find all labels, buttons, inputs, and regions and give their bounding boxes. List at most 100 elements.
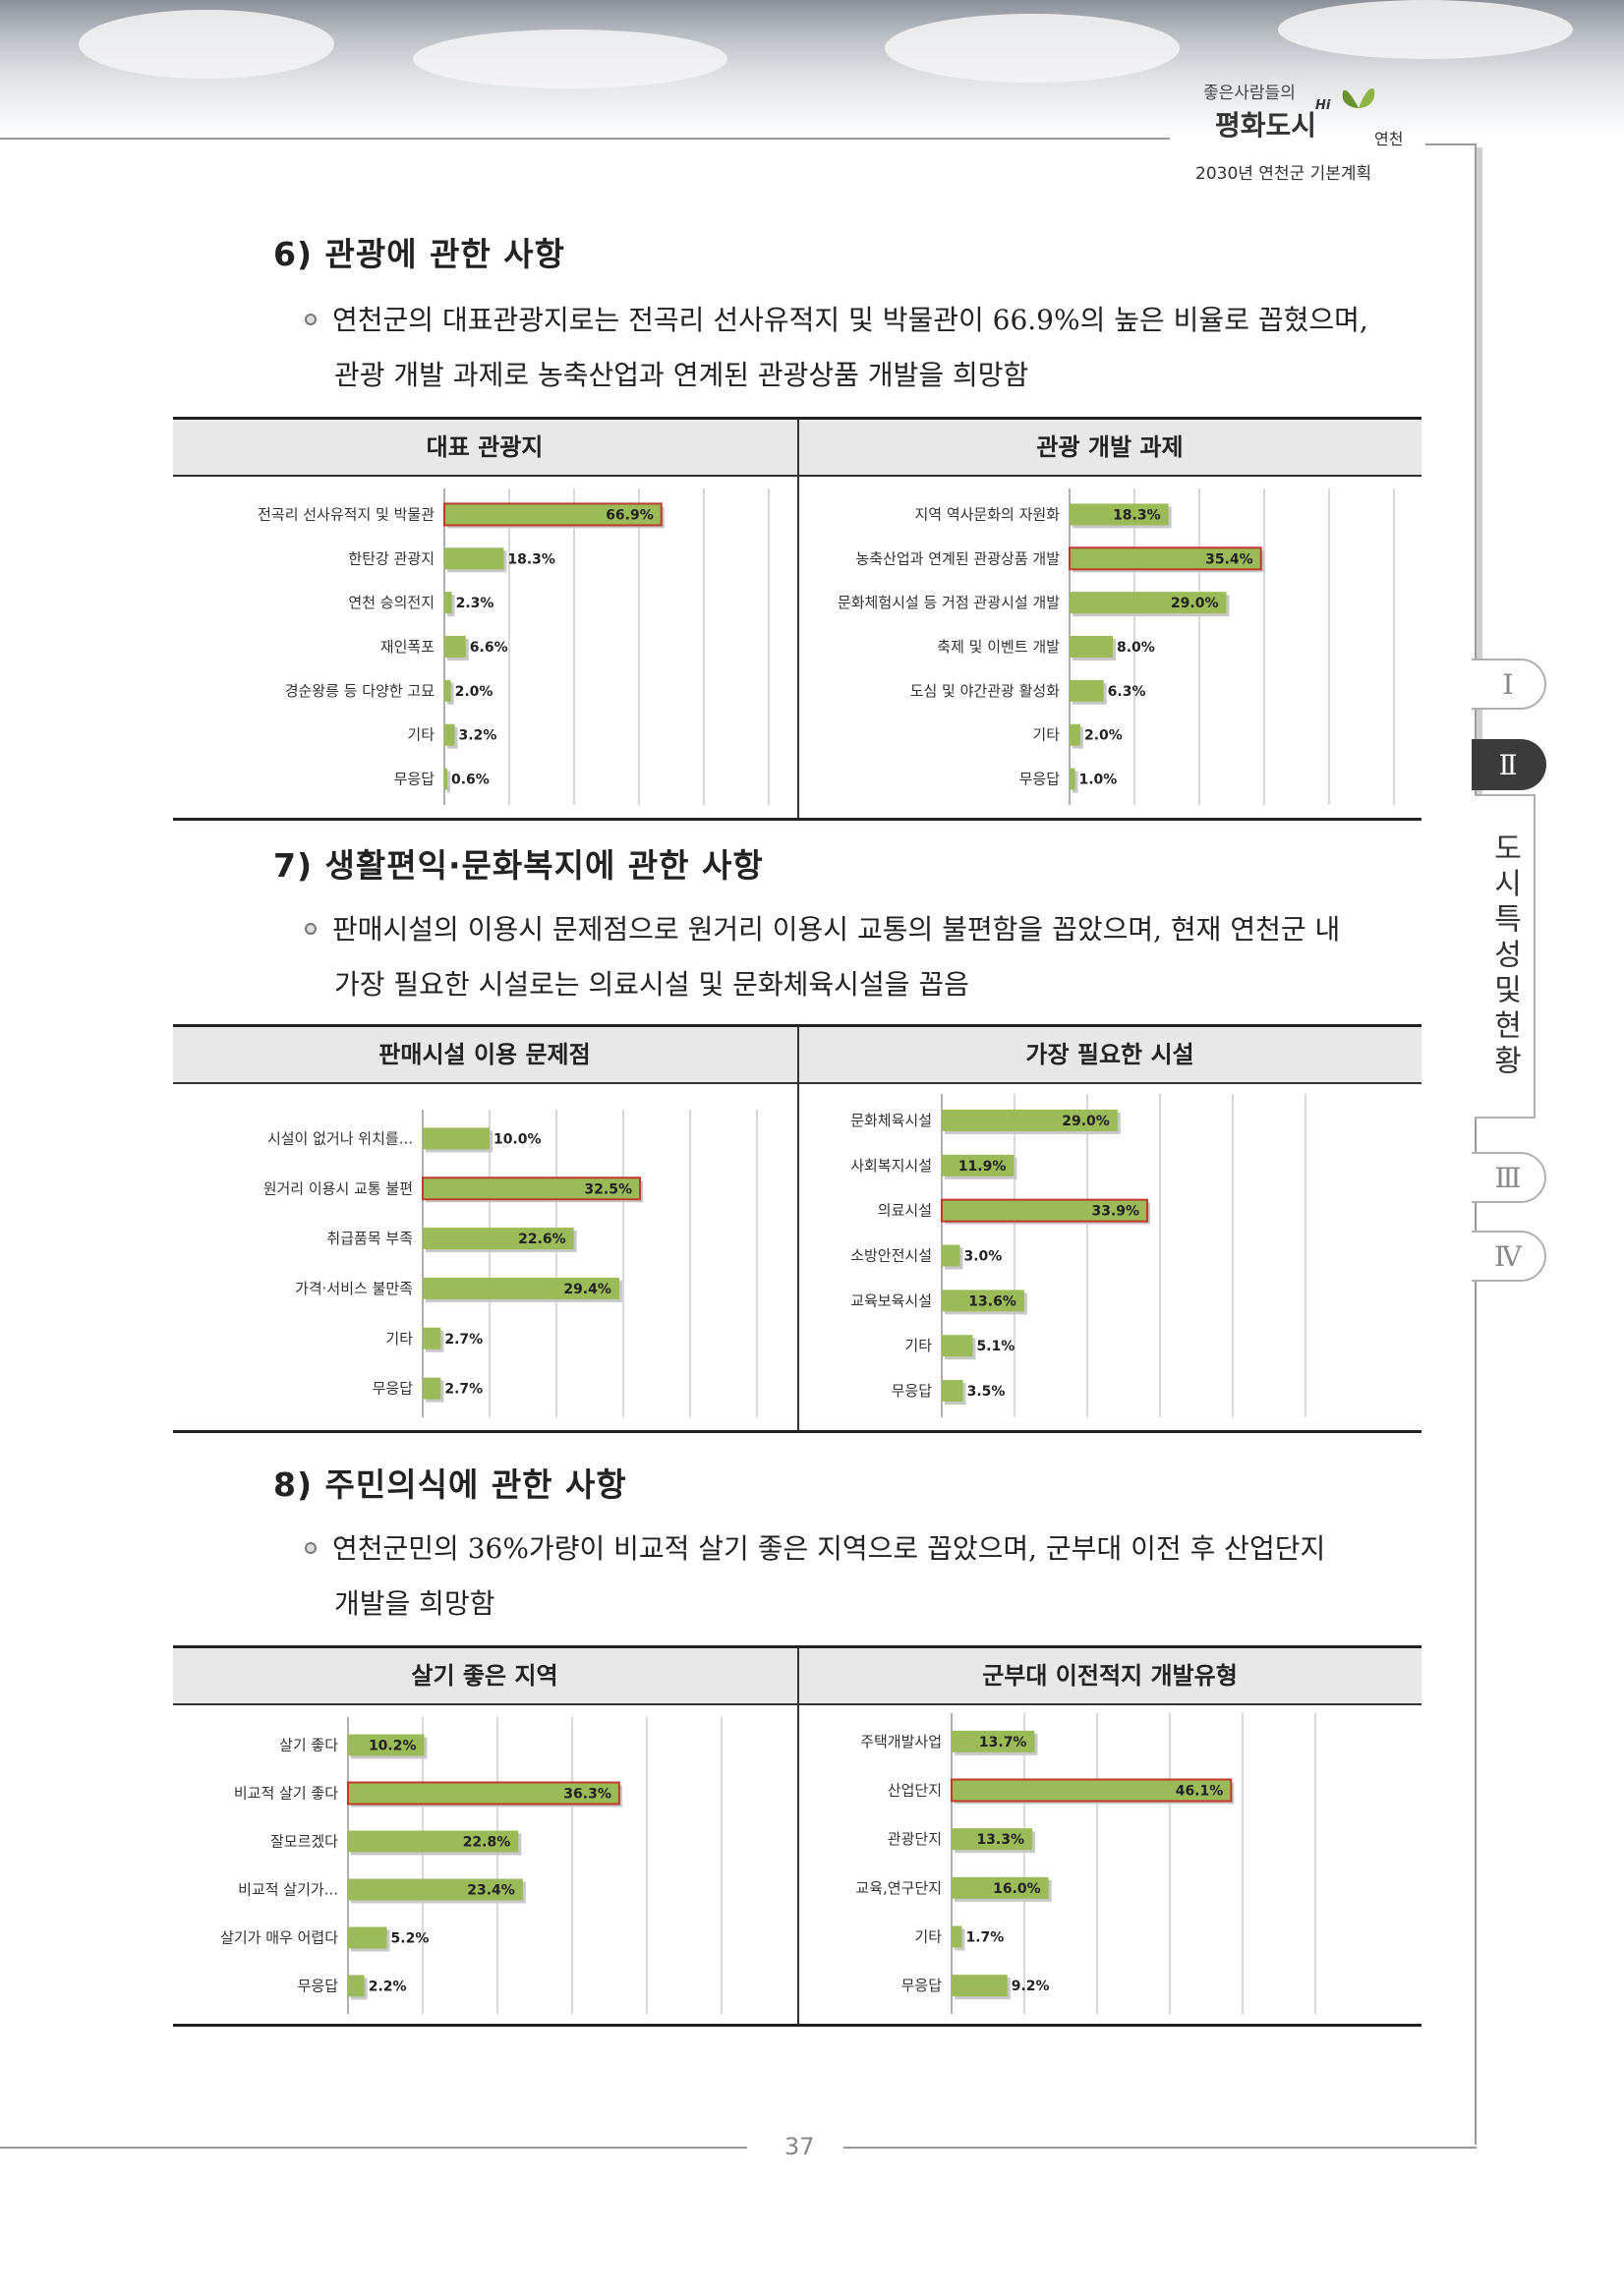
value-label: 18.3%: [507, 551, 555, 567]
bar: [942, 1154, 1015, 1177]
cloud-shape: [1278, 0, 1573, 59]
bar: [348, 1734, 425, 1756]
category-label: 기타: [1032, 726, 1060, 744]
bar: [444, 547, 504, 570]
value-label: 1.0%: [1079, 773, 1118, 788]
section-paragraph: 연천군민의 36%가량이 비교적 살기 좋은 지역으로 꼽았으며, 군부대 이전…: [305, 1521, 1325, 1632]
logo-city: 연천: [1374, 130, 1404, 148]
value-label: 3.5%: [967, 1384, 1006, 1400]
chart-title: 군부대 이전적지 개발유형: [982, 1662, 1238, 1690]
bar: [952, 1975, 1008, 1997]
tab-label: Ⅳ: [1494, 1239, 1522, 1273]
chapter-tab-1[interactable]: Ⅰ: [1472, 659, 1546, 710]
chapter-tab-4[interactable]: Ⅳ: [1472, 1231, 1546, 1282]
value-label: 22.8%: [463, 1835, 511, 1851]
chart-panel: 대표 관광지 관광 개발 과제 전곡리 선사유적지 및 박물관 66.9% 한탄강 …: [173, 417, 1421, 821]
value-label: 2.2%: [369, 1980, 407, 1995]
category-label: 지역 역사문화의 자원화: [914, 505, 1060, 523]
bar: [1070, 768, 1075, 790]
chart-title: 대표 관광지: [426, 433, 544, 461]
bar-chart-tourism-tasks: 지역 역사문화의 자원화 18.3% 농축산업과 연계된 관광상품 개발 35.4% 문…: [838, 488, 1395, 805]
bar: [952, 1925, 962, 1948]
bar-chart-living-quality: 살기 좋다 10.2% 비교적 살기 좋다 36.3% 잘모르겠다 22.8% 비교적 살기…: [220, 1717, 723, 2014]
category-label: 무응답: [373, 1380, 414, 1398]
value-label: 2.7%: [444, 1332, 483, 1348]
value-label: 22.6%: [518, 1232, 566, 1247]
section-paragraph: 판매시설의 이용시 문제점으로 원거리 이용시 교통의 불편함을 꼽았으며, 현…: [305, 902, 1340, 1012]
logo-slogan-small: 좋은사람들의: [1203, 84, 1296, 103]
bar: [941, 1198, 1149, 1223]
bullet-icon: [305, 313, 317, 325]
category-label: 문화체험시설 등 거점 관광시설 개발: [838, 594, 1060, 611]
bar: [422, 1177, 641, 1201]
value-label: 9.2%: [1012, 1979, 1050, 1994]
category-label: 관광단지: [888, 1830, 942, 1848]
category-label: 취급품목 부족: [326, 1230, 413, 1247]
category-label: 연천 승의전지: [348, 594, 435, 611]
header-sky-banner: [0, 0, 1624, 138]
category-label: 교육,연구단지: [855, 1879, 942, 1897]
category-label: 기타: [407, 726, 435, 744]
cloud-shape: [79, 10, 334, 79]
bar-chart-military-site-use: 주택개발사업 13.7% 산업단지 46.1% 관광단지 13.3% 교육,연구단지 16.0…: [855, 1713, 1316, 2014]
bar: [423, 1327, 441, 1349]
chapter-tab-3[interactable]: Ⅲ: [1472, 1152, 1546, 1203]
bar: [444, 723, 455, 746]
chapter-tab-2[interactable]: Ⅱ: [1472, 739, 1546, 790]
value-label: 2.3%: [456, 596, 494, 611]
value-label: 10.2%: [369, 1739, 417, 1754]
bar: [1070, 503, 1169, 526]
category-label: 살기가 매우 어렵다: [220, 1929, 338, 1947]
value-label: 2.7%: [444, 1382, 483, 1398]
footer-divider: [843, 2147, 1477, 2149]
category-label: 주택개발사업: [860, 1733, 942, 1751]
value-label: 36.3%: [563, 1787, 611, 1803]
paragraph-line: 개발을 희망함: [334, 1587, 495, 1620]
bar: [444, 636, 466, 658]
category-label: 축제 및 이벤트 개발: [937, 638, 1060, 656]
value-label: 33.9%: [1091, 1204, 1139, 1220]
category-label: 한탄강 관광지: [348, 549, 435, 567]
logo-slogan-big: 평화도시: [1215, 109, 1317, 142]
tab-label: Ⅱ: [1498, 748, 1518, 781]
bar: [952, 1730, 1035, 1752]
paragraph-line: 관광 개발 과제로 농축산업과 연계된 관광상품 개발을 희망함: [334, 359, 1029, 391]
paragraph-line: 가장 필요한 시설로는 의료시설 및 문화체육시설을 꼽음: [334, 968, 969, 1001]
category-label: 소방안전시설: [850, 1247, 932, 1265]
header-divider: [0, 138, 1170, 140]
category-label: 의료시설: [878, 1202, 932, 1220]
value-label: 35.4%: [1205, 551, 1253, 567]
category-label: 농축산업과 연계된 관광상품 개발: [855, 549, 1060, 567]
value-label: 8.0%: [1117, 640, 1155, 656]
footer-divider: [0, 2147, 747, 2149]
bar: [942, 1335, 973, 1357]
category-label: 무응답: [901, 1977, 943, 1994]
page-edge-rule: [1475, 144, 1477, 2145]
value-label: 13.6%: [968, 1293, 1016, 1309]
category-label: 사회복지시설: [850, 1157, 932, 1175]
bar: [942, 1109, 1118, 1131]
category-label: 원거리 이용시 교통 불편: [263, 1179, 413, 1197]
value-label: 3.2%: [459, 728, 497, 744]
bar-chart-store-problems: 시설이 없거나 위치를... 10.0% 원거리 이용시 교통 불편 32.5% 취급품…: [263, 1110, 758, 1417]
panel-divider: [797, 1648, 799, 2024]
category-label: 재인폭포: [380, 638, 435, 656]
chapter-tab-2-title: 도시특성및현황: [1475, 794, 1536, 1119]
bullet-icon: [305, 1541, 317, 1554]
section-heading: 7) 생활편익·문화복지에 관한 사항: [273, 846, 764, 885]
bar: [444, 679, 451, 702]
bar: [1070, 723, 1080, 746]
value-label: 6.6%: [470, 640, 508, 656]
category-label: 도심 및 야간관광 활성화: [910, 682, 1061, 700]
value-label: 5.2%: [391, 1931, 430, 1947]
city-logo: 좋은사람들의 평화도시 Hi 연천: [1197, 71, 1433, 149]
value-label: 2.0%: [1084, 728, 1123, 744]
chart-title: 판매시설 이용 문제점: [378, 1041, 591, 1068]
category-label: 잘모르겠다: [270, 1833, 338, 1851]
category-label: 시설이 없거나 위치를...: [267, 1129, 413, 1147]
bar: [952, 1828, 1033, 1851]
bar-chart-tourist-sites: 전곡리 선사유적지 및 박물관 66.9% 한탄강 관광지 18.3% 연천 승의전지 2…: [258, 488, 770, 805]
chart-title: 가장 필요한 시설: [1025, 1041, 1194, 1068]
value-label: 1.7%: [965, 1930, 1004, 1946]
category-label: 경순왕릉 등 다양한 고묘: [285, 682, 435, 700]
